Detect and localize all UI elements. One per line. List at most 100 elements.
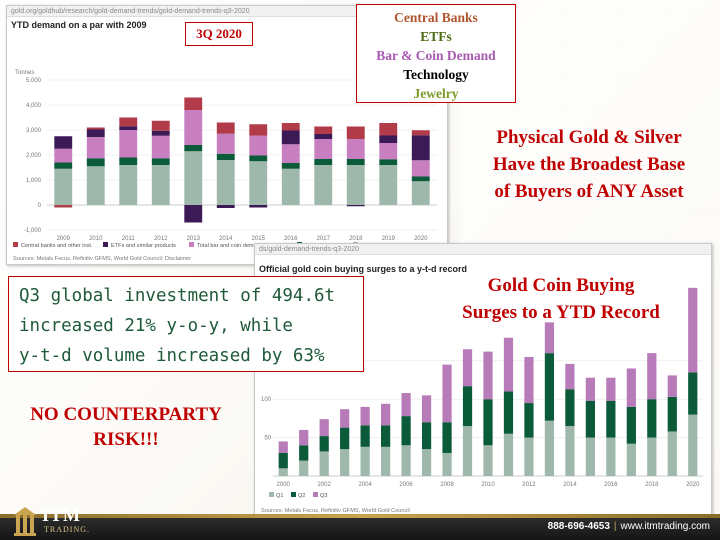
- chart2-xtick-label: 2020: [686, 482, 700, 488]
- broadest-line-2: Have the Broadest Base: [492, 154, 686, 175]
- chart2-bar-segment: [401, 445, 411, 476]
- chart1-ytick-label: 5,000: [26, 78, 42, 84]
- chart2-legend-label: Q1: [276, 493, 283, 499]
- chart2-bar-segment: [319, 419, 329, 437]
- chart1-bar-segment: [216, 205, 235, 208]
- chart2-bar-segment: [401, 393, 411, 417]
- chart2-bar-segment: [585, 437, 595, 476]
- chart1-bar-segment: [346, 126, 365, 139]
- chart1-ytick-label: 2,000: [26, 153, 42, 159]
- chart2-plot: 5010015020002002200420062008201020122014…: [261, 287, 703, 514]
- risk-line-1: NO COUNTERPARTY: [30, 404, 222, 425]
- chart1-legend-label: Central banks and other inst.: [21, 243, 93, 249]
- footer-separator: |: [613, 521, 617, 532]
- chart1-bar-segment: [151, 120, 170, 131]
- chart2-bar-segment: [565, 426, 575, 476]
- chart2-bar-segment: [278, 441, 288, 453]
- chart2-bar-segment: [626, 368, 636, 407]
- chart2-bar-segment: [442, 452, 452, 476]
- chart1-bar-segment: [346, 165, 365, 205]
- chart1-bar-segment: [119, 130, 138, 158]
- broadest-base-headline: Physical Gold & Silver Have the Broadest…: [462, 124, 716, 205]
- footer-website-link[interactable]: www.itmtrading.com: [620, 521, 710, 532]
- chart2-bar-segment: [688, 372, 698, 415]
- chart1-bar-segment: [314, 126, 333, 134]
- legend-jewelry: Jewelry: [413, 86, 459, 101]
- chart2-bar-segment: [503, 337, 514, 392]
- chart1-bar-segment: [151, 165, 170, 205]
- quote-line-2: increased 21% y-o-y, while: [19, 316, 293, 336]
- chart2-bar-segment: [299, 445, 309, 461]
- chart2-bar-segment: [688, 287, 698, 373]
- chart1-bar-segment: [86, 137, 105, 159]
- chart1-ylabel: Tonnes: [15, 70, 34, 76]
- chart2-bar-segment: [360, 425, 370, 447]
- chart2-bar-segment: [442, 422, 452, 453]
- chart2-bar-segment: [462, 386, 473, 427]
- logo-subtitle: TRADING.: [44, 525, 90, 534]
- chart2-bar-segment: [278, 468, 288, 476]
- chart2-xtick-label: 2004: [358, 482, 372, 488]
- chart1-bar-segment: [249, 205, 268, 208]
- quote-line-3: y-t-d volume increased by 63%: [19, 346, 325, 366]
- chart1-bar-segment: [119, 157, 138, 165]
- chart2-source: Sources: Metals Focus, Refinitiv GFMS, W…: [261, 508, 410, 514]
- legend-bar-coin: Bar & Coin Demand: [376, 48, 496, 63]
- chart1-url: gold.org/goldhub/research/gold-demand-tr…: [7, 6, 447, 17]
- chart1-bar-segment: [411, 130, 430, 136]
- chart1-bar-segment: [184, 205, 203, 223]
- chart1-ytick-label: 3,000: [26, 128, 42, 134]
- chart2-bar-segment: [524, 356, 534, 404]
- chart1-xtick-label: 2015: [252, 236, 266, 242]
- chart1-bar-segment: [249, 135, 268, 156]
- chart2-xtick-label: 2016: [604, 482, 618, 488]
- chart2-bar-segment: [585, 400, 595, 438]
- chart1-bar-segment: [54, 205, 73, 208]
- chart1-bar-segment: [346, 159, 365, 165]
- chart2-bar-segment: [462, 426, 473, 476]
- chart2-xtick-label: 2012: [522, 482, 536, 488]
- chart1-xtick-label: 2017: [317, 236, 331, 242]
- chart1-xtick-label: 2010: [89, 236, 103, 242]
- chart2-bar-segment: [483, 445, 493, 476]
- chart2-bar-segment: [524, 403, 534, 438]
- chart2-bar-segment: [360, 406, 370, 426]
- footer-contact: 888-696-4653 | www.itmtrading.com: [548, 521, 710, 532]
- chart1-bar-segment: [411, 160, 430, 177]
- chart1-legend-label: ETFs and similar products: [111, 243, 176, 249]
- chart2-legend-swatch: [291, 492, 296, 497]
- chart2-bar-segment: [565, 389, 575, 427]
- footer-bar: [0, 518, 720, 540]
- chart1-bar-segment: [184, 151, 203, 205]
- chart2-xtick-label: 2000: [277, 482, 291, 488]
- itm-logo-icon: [14, 507, 36, 536]
- color-legend-box: Central Banks ETFs Bar & Coin Demand Tec…: [356, 4, 516, 103]
- chart1-bar-segment: [249, 124, 268, 136]
- chart2-bar-segment: [565, 363, 575, 390]
- chart1-bar-segment: [216, 133, 235, 154]
- chart2-bar-segment: [299, 460, 309, 476]
- chart1-bar-segment: [151, 158, 170, 165]
- chart1-bar-segment: [281, 144, 300, 163]
- chart1-bar-segment: [281, 163, 300, 169]
- chart1-bar-segment: [54, 162, 73, 169]
- chart1-bar-segment: [379, 123, 398, 136]
- chart2-bar-segment: [381, 425, 391, 447]
- chart2-bar-segment: [606, 437, 616, 476]
- chart2-bar-segment: [647, 399, 657, 438]
- footer-phone[interactable]: 888-696-4653: [547, 521, 610, 532]
- chart2-bar-segment: [381, 403, 391, 426]
- chart2-bar-segment: [462, 349, 473, 387]
- chart2-bar-segment: [483, 351, 493, 400]
- chart1-bar-segment: [314, 134, 333, 139]
- chart1-bar-segment: [346, 205, 365, 207]
- chart1-bar-segment: [249, 155, 268, 162]
- chart1-xtick-label: 2011: [122, 236, 136, 242]
- chart2-bar-segment: [667, 375, 677, 397]
- chart1-bar-segment: [281, 130, 300, 145]
- chart1-bar-segment: [216, 160, 235, 205]
- quote-line-1: Q3 global investment of 494.6t: [19, 286, 336, 306]
- chart1-bar-segment: [54, 136, 73, 149]
- chart1-source: Sources: Metals Focus, Refinitiv GFMS, W…: [13, 256, 191, 262]
- chart2-bar-segment: [667, 396, 677, 432]
